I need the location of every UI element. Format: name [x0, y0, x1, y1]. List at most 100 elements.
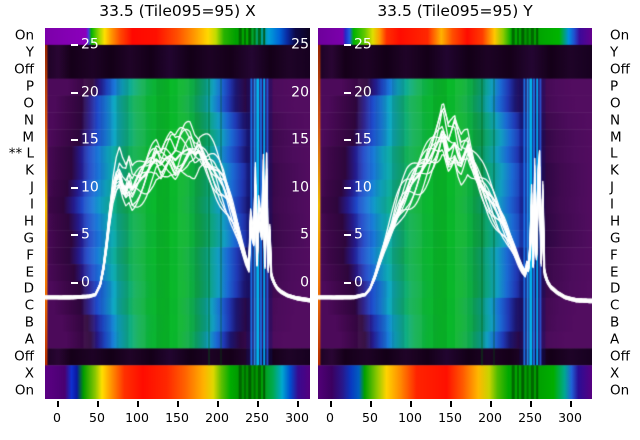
row-label-left: X [24, 365, 34, 382]
value-tick-mark [71, 91, 78, 94]
x-tick-label: 300 [285, 410, 309, 425]
value-tick-label: 5 [354, 227, 363, 244]
value-tick-mark [344, 282, 351, 284]
x-tick-label: 50 [89, 410, 105, 425]
row-label-left: K [25, 163, 34, 180]
value-tick-label: 20 [354, 84, 372, 101]
value-tick-mark [71, 186, 78, 189]
x-tick-label: 250 [245, 410, 269, 425]
row-label-left: H [23, 213, 34, 230]
row-label-right: Off [610, 61, 630, 78]
x-tick-mark [217, 401, 219, 407]
x-tick-label: 100 [125, 410, 149, 425]
x-tick-mark [570, 401, 572, 407]
row-label-right: I [610, 196, 614, 213]
panel-title-x: 33.5 (Tile095=95) X [99, 2, 256, 20]
x-tick-mark [97, 401, 99, 407]
value-tick-mark [71, 234, 78, 237]
row-label-left-starred: ** L [8, 146, 34, 163]
x-tick-label: 150 [438, 410, 462, 425]
x-tick-label: 300 [558, 410, 582, 425]
x-tick-mark [297, 401, 299, 407]
value-tick-label-right: 15 [291, 131, 309, 148]
x-tick-mark [137, 401, 139, 407]
row-label-left: Off [14, 61, 34, 78]
row-label-left: Y [25, 44, 34, 61]
x-tick-mark [57, 401, 59, 407]
row-label-right: C [610, 297, 620, 314]
row-label-right: H [610, 213, 621, 230]
value-tick-label: 0 [81, 274, 90, 291]
value-tick-mark [71, 44, 78, 46]
row-label-left: F [26, 247, 34, 264]
value-tick-mark [344, 44, 351, 46]
row-label-right: P [610, 78, 619, 95]
value-tick-label: 10 [81, 179, 99, 196]
row-label-left: M [22, 129, 34, 146]
x-tick-mark [410, 401, 412, 407]
row-label-right: G [610, 230, 621, 247]
row-label-left: A [24, 331, 34, 348]
value-tick-label: 25 [354, 36, 372, 53]
x-tick-mark [257, 401, 259, 407]
row-label-right: A [610, 331, 620, 348]
row-label-right: On [610, 382, 630, 399]
value-tick-label-right: 5 [300, 227, 309, 244]
row-label-right: B [610, 314, 620, 331]
x-tick-mark [490, 401, 492, 407]
value-tick-label: 25 [81, 36, 99, 53]
row-label-right: F [610, 247, 618, 264]
row-label-left: D [23, 281, 34, 298]
value-tick-label: 15 [81, 131, 99, 148]
value-tick-mark [344, 139, 351, 142]
row-label-left: J [30, 179, 34, 196]
x-tick-mark [370, 401, 372, 407]
row-label-right: D [610, 281, 621, 298]
value-tick-label-right: 10 [291, 179, 309, 196]
value-tick-mark [344, 91, 351, 94]
row-label-left: P [25, 78, 34, 95]
row-label-right: L [610, 146, 618, 163]
x-tick-label: 100 [398, 410, 422, 425]
x-tick-mark [177, 401, 179, 407]
row-label-right: J [610, 179, 614, 196]
value-tick-label: 20 [81, 84, 99, 101]
value-tick-label: 15 [354, 131, 372, 148]
heatmap-panel-y [318, 28, 592, 399]
value-tick-label-right: 25 [291, 36, 309, 53]
value-tick-label-right: 0 [300, 274, 309, 291]
panel-title-y: 33.5 (Tile095=95) Y [377, 2, 533, 20]
row-label-left: O [23, 95, 34, 112]
row-label-left: G [23, 230, 34, 247]
row-label-left: I [30, 196, 34, 213]
value-tick-mark [71, 282, 78, 284]
value-tick-label: 5 [81, 227, 90, 244]
value-tick-mark [344, 186, 351, 189]
row-label-left: Off [14, 348, 34, 365]
row-label-left: E [25, 264, 34, 281]
x-tick-label: 0 [326, 410, 334, 425]
row-label-left: N [23, 112, 34, 129]
row-label-right: O [610, 95, 621, 112]
x-tick-label: 150 [165, 410, 189, 425]
row-label-right: E [610, 264, 619, 281]
value-tick-label: 10 [354, 179, 372, 196]
row-label-right: On [610, 28, 630, 45]
row-label-right: X [610, 365, 620, 382]
x-tick-label: 200 [205, 410, 229, 425]
x-tick-label: 50 [362, 410, 378, 425]
row-label-right: N [610, 112, 621, 129]
row-label-left: On [14, 382, 34, 399]
x-tick-mark [530, 401, 532, 407]
row-label-right: M [610, 129, 622, 146]
row-label-right: Y [610, 44, 619, 61]
row-label-left: On [14, 28, 34, 45]
heatmap-panel-x [45, 28, 310, 399]
row-label-right: K [610, 163, 619, 180]
value-tick-mark [71, 139, 78, 142]
x-tick-mark [450, 401, 452, 407]
value-tick-label: 0 [354, 274, 363, 291]
x-tick-label: 200 [478, 410, 502, 425]
value-tick-mark [344, 234, 351, 237]
